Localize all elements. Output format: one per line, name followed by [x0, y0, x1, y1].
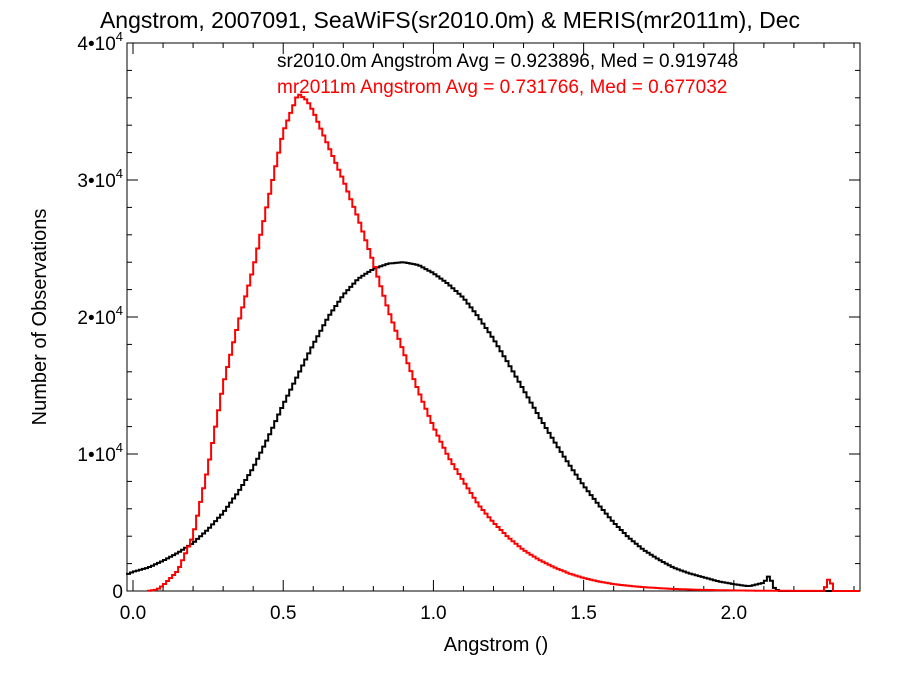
annotation-1: mr2011m Angstrom Avg = 0.731766, Med = 0… — [277, 77, 727, 98]
axis-ticks — [127, 42, 860, 592]
y-axis-label: Number of Observations — [29, 209, 51, 426]
y-tick-label-3: 3•104 — [77, 166, 123, 192]
x-tick-label-1: 0.5 — [270, 603, 296, 624]
y-tick-label-2: 2•104 — [77, 303, 123, 329]
series-line-sr2010.0m — [126, 261, 860, 592]
series-group — [126, 93, 860, 592]
y-tick-labels: 0 1•104 2•104 3•104 4•104 — [77, 29, 123, 603]
x-tick-labels: 0.0 0.5 1.0 1.5 2.0 — [120, 603, 747, 624]
annotation-0: sr2010.0m Angstrom Avg = 0.923896, Med =… — [277, 51, 738, 72]
annotations: sr2010.0m Angstrom Avg = 0.923896, Med =… — [277, 51, 738, 98]
x-tick-label-0: 0.0 — [120, 603, 146, 624]
plot-frame — [126, 42, 861, 592]
chart-title: Angstrom, 2007091, SeaWiFS(sr2010.0m) & … — [100, 7, 800, 33]
y-tick-label-4: 4•104 — [77, 29, 123, 55]
x-tick-label-4: 2.0 — [721, 603, 747, 624]
x-tick-label-2: 1.0 — [420, 603, 446, 624]
x-axis-label: Angstrom () — [444, 634, 548, 656]
y-tick-label-1: 1•104 — [77, 440, 123, 466]
x-tick-label-3: 1.5 — [570, 603, 596, 624]
series-line-mr2011m — [147, 93, 860, 592]
y-tick-label-0: 0 — [112, 582, 123, 603]
